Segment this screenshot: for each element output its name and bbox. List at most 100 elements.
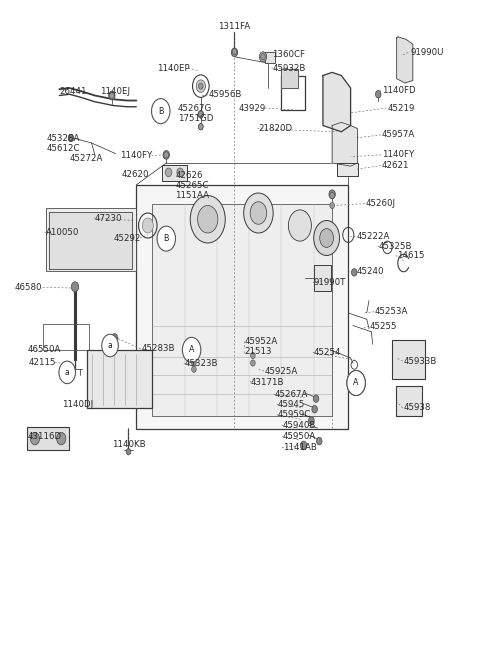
Circle shape bbox=[312, 406, 317, 413]
Circle shape bbox=[126, 449, 131, 455]
Circle shape bbox=[72, 282, 79, 292]
Circle shape bbox=[375, 90, 381, 98]
Text: 14615: 14615 bbox=[396, 251, 424, 260]
Circle shape bbox=[108, 91, 115, 100]
Bar bbox=[153, 204, 332, 416]
Text: 45945: 45945 bbox=[278, 400, 305, 409]
Circle shape bbox=[313, 395, 319, 402]
Text: 1140EP: 1140EP bbox=[156, 64, 189, 72]
Circle shape bbox=[57, 432, 66, 445]
Text: 91990T: 91990T bbox=[314, 278, 346, 287]
Circle shape bbox=[192, 352, 196, 359]
Text: 45292: 45292 bbox=[114, 234, 141, 243]
Circle shape bbox=[182, 337, 201, 363]
Text: A: A bbox=[353, 378, 359, 387]
Text: 42626: 42626 bbox=[176, 171, 203, 180]
Text: B: B bbox=[164, 234, 169, 243]
Circle shape bbox=[250, 202, 267, 224]
Bar bbox=[47, 208, 136, 271]
Text: 45959C: 45959C bbox=[278, 410, 311, 419]
Text: 45240: 45240 bbox=[356, 267, 384, 275]
Polygon shape bbox=[323, 72, 350, 132]
Text: 91990U: 91990U bbox=[410, 48, 444, 57]
Circle shape bbox=[351, 269, 357, 276]
Text: 26441: 26441 bbox=[60, 87, 87, 96]
Text: 1151AA: 1151AA bbox=[176, 191, 209, 200]
Text: 42621: 42621 bbox=[382, 161, 409, 170]
Circle shape bbox=[251, 360, 255, 366]
Circle shape bbox=[261, 53, 265, 60]
Circle shape bbox=[314, 221, 339, 255]
Bar bbox=[265, 52, 276, 63]
Text: 45612C: 45612C bbox=[47, 143, 80, 152]
Bar bbox=[337, 163, 358, 176]
Text: 45265C: 45265C bbox=[176, 181, 209, 190]
Text: A10050: A10050 bbox=[46, 228, 79, 237]
Circle shape bbox=[329, 190, 336, 199]
Polygon shape bbox=[396, 36, 413, 83]
Text: 43116D: 43116D bbox=[27, 432, 61, 441]
Bar bbox=[396, 386, 422, 416]
Circle shape bbox=[198, 111, 204, 118]
Text: 46550A: 46550A bbox=[27, 346, 60, 354]
Text: A: A bbox=[189, 346, 194, 354]
Text: 45956B: 45956B bbox=[209, 90, 242, 100]
Circle shape bbox=[163, 150, 169, 159]
Circle shape bbox=[177, 168, 183, 177]
Polygon shape bbox=[281, 69, 298, 88]
Circle shape bbox=[192, 366, 196, 372]
Text: 45328A: 45328A bbox=[47, 133, 80, 143]
Text: 45950A: 45950A bbox=[283, 432, 316, 441]
Circle shape bbox=[330, 193, 335, 199]
Text: 1141AB: 1141AB bbox=[283, 443, 317, 452]
Circle shape bbox=[152, 99, 170, 124]
Text: 45255: 45255 bbox=[370, 322, 397, 331]
Text: a: a bbox=[65, 368, 70, 377]
Text: 45219: 45219 bbox=[387, 104, 415, 113]
Circle shape bbox=[199, 83, 203, 89]
Text: 45222A: 45222A bbox=[356, 232, 389, 241]
Bar bbox=[27, 427, 69, 450]
Text: 1140FY: 1140FY bbox=[120, 151, 153, 160]
Circle shape bbox=[231, 48, 238, 57]
Circle shape bbox=[199, 124, 203, 130]
Text: 45254: 45254 bbox=[314, 348, 341, 357]
Circle shape bbox=[199, 111, 203, 117]
Text: 45325B: 45325B bbox=[378, 242, 412, 251]
Circle shape bbox=[30, 432, 39, 445]
Text: 45940B: 45940B bbox=[283, 421, 316, 430]
Text: 1140FY: 1140FY bbox=[382, 150, 414, 159]
Circle shape bbox=[102, 334, 119, 357]
Text: 1311FA: 1311FA bbox=[218, 21, 251, 31]
Circle shape bbox=[232, 49, 237, 55]
Circle shape bbox=[198, 206, 218, 233]
Circle shape bbox=[165, 168, 172, 177]
Circle shape bbox=[111, 333, 118, 342]
Circle shape bbox=[309, 417, 314, 424]
Text: 1140EJ: 1140EJ bbox=[100, 87, 130, 96]
Circle shape bbox=[251, 352, 255, 359]
Text: 45272A: 45272A bbox=[70, 154, 103, 163]
Bar bbox=[43, 324, 89, 350]
Circle shape bbox=[259, 52, 267, 62]
Text: 45267G: 45267G bbox=[178, 104, 212, 113]
Text: a: a bbox=[108, 341, 112, 350]
Text: 1140DJ: 1140DJ bbox=[62, 400, 94, 409]
Text: 1140FD: 1140FD bbox=[382, 86, 416, 95]
Circle shape bbox=[320, 229, 334, 247]
Circle shape bbox=[288, 210, 312, 241]
Text: 42115: 42115 bbox=[28, 358, 56, 367]
Bar bbox=[392, 340, 425, 379]
Bar bbox=[87, 350, 152, 408]
Text: 45267A: 45267A bbox=[275, 390, 308, 399]
Text: 1360CF: 1360CF bbox=[272, 49, 305, 59]
Polygon shape bbox=[49, 212, 132, 270]
Circle shape bbox=[347, 370, 365, 396]
Circle shape bbox=[164, 152, 168, 158]
Circle shape bbox=[109, 92, 114, 99]
Text: 45933B: 45933B bbox=[404, 357, 437, 366]
Text: 21820D: 21820D bbox=[258, 124, 292, 133]
Circle shape bbox=[196, 80, 205, 92]
Text: 42620: 42620 bbox=[121, 170, 149, 179]
Text: 21513: 21513 bbox=[245, 346, 272, 355]
